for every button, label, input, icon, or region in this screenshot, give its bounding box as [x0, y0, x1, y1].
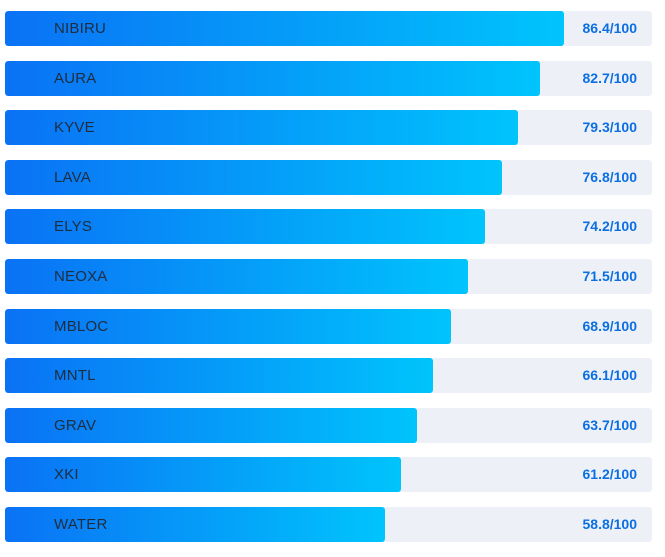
category-label: MNTL: [54, 367, 96, 385]
value-label: 76.8/100: [582, 168, 638, 185]
category-label: GRAV: [54, 416, 97, 434]
bar-row: MBLOC 68.9/100: [5, 308, 652, 344]
bar-row: LAVA 76.8/100: [5, 159, 652, 195]
bar: [5, 507, 386, 542]
bar-row: XKI 61.2/100: [5, 457, 652, 493]
category-label: XKI: [54, 466, 79, 484]
category-label: ELYS: [54, 218, 93, 236]
bar: [5, 407, 418, 443]
category-label: WATER: [54, 516, 108, 533]
value-label: 66.1/100: [582, 367, 638, 384]
bar: [5, 259, 468, 294]
value-label: 82.7/100: [582, 69, 638, 86]
bar-row: NEOXA 71.5/100: [5, 259, 652, 294]
value-label: 63.7/100: [582, 416, 638, 433]
bar-row: WATER 58.8/100: [5, 507, 652, 542]
category-label: KYVE: [54, 119, 95, 137]
category-label: LAVA: [54, 168, 91, 186]
bar: [5, 159, 502, 195]
bar: [5, 457, 401, 493]
bar-row: ELYS 74.2/100: [5, 209, 652, 245]
value-label: 68.9/100: [582, 317, 638, 334]
bar: [5, 209, 486, 245]
category-label: MBLOC: [54, 317, 109, 335]
bar: [5, 11, 564, 46]
bar-row: KYVE 79.3/100: [5, 110, 652, 146]
value-label: 74.2/100: [582, 218, 638, 235]
bar: [5, 358, 433, 394]
bar-row: NIBIRU 86.4/100: [5, 11, 652, 46]
bar: [5, 308, 451, 344]
value-label: 79.3/100: [582, 119, 638, 136]
category-label: NEOXA: [54, 268, 108, 285]
category-label: NIBIRU: [54, 20, 107, 37]
bar-row: MNTL 66.1/100: [5, 358, 652, 394]
category-label: AURA: [54, 69, 97, 87]
value-label: 71.5/100: [582, 268, 638, 284]
value-label: 61.2/100: [582, 466, 638, 483]
value-label: 58.8/100: [582, 516, 638, 532]
bar: [5, 60, 541, 96]
value-label: 86.4/100: [582, 20, 638, 36]
bar-row: AURA 82.7/100: [5, 60, 652, 96]
bar: [5, 110, 519, 146]
bar-row: GRAV 63.7/100: [5, 407, 652, 443]
